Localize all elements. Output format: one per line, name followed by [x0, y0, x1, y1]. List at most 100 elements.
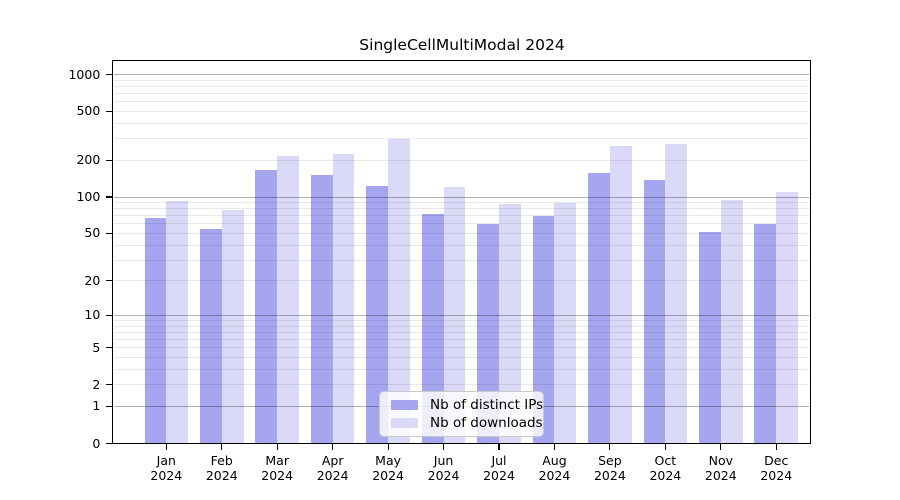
x-tick-label-month: Apr [321, 453, 344, 468]
y-axis-tick [106, 110, 113, 113]
bar-distinct-ips [754, 223, 777, 444]
gridline-minor [113, 159, 810, 161]
x-axis-tick [498, 444, 500, 450]
x-axis-tick [165, 444, 167, 450]
bar-downloads [166, 201, 189, 444]
bar-downloads [554, 203, 577, 444]
y-axis-tick [106, 314, 113, 316]
x-tick-label-year: 2024 [316, 467, 349, 483]
x-axis-tick [387, 444, 389, 450]
gridline-major [113, 314, 810, 316]
y-tick-label: 0 [92, 435, 101, 451]
x-tick-label-year: 2024 [704, 467, 737, 483]
x-tick-label-year: 2024 [649, 467, 682, 483]
gridline-minor [113, 232, 810, 234]
y-tick-label: 200 [76, 152, 101, 168]
bar-downloads [720, 200, 743, 444]
x-axis-tick [664, 444, 666, 450]
legend-item-downloads: Nb of downloads [386, 415, 543, 432]
y-tick-label: 2 [92, 376, 101, 392]
bar-distinct-ips [421, 214, 444, 444]
bar-downloads [776, 192, 799, 444]
legend-label-downloads: Nb of downloads [430, 415, 543, 432]
x-tick-label-month: May [375, 453, 402, 468]
bar-distinct-ips [144, 218, 167, 444]
gridline-minor [113, 215, 810, 217]
x-tick-label-month: Jun [433, 453, 454, 468]
x-tick-label-month: Jan [156, 453, 176, 468]
gridline-minor [113, 223, 810, 225]
bar-distinct-ips [199, 229, 222, 444]
x-tick-label-year: 2024 [150, 467, 183, 483]
y-tick-label: 500 [76, 103, 101, 119]
gridline-minor [113, 384, 810, 386]
y-tick-label: 1 [92, 398, 101, 414]
gridline-minor [113, 85, 810, 87]
x-axis-tick [276, 444, 278, 450]
bar-distinct-ips [588, 173, 610, 444]
y-axis-tick [106, 405, 113, 408]
x-tick-label-month: Nov [708, 453, 733, 468]
x-tick-label-year: 2024 [427, 467, 460, 483]
y-axis-tick [106, 442, 113, 445]
y-axis-tick [106, 232, 113, 235]
y-tick-label: 100 [76, 189, 101, 204]
gridline-minor [113, 122, 810, 124]
gridline-minor [113, 138, 810, 140]
x-axis-tick [442, 444, 445, 450]
bar-distinct-ips [477, 223, 499, 444]
x-tick-label-year: 2024 [760, 467, 793, 483]
x-tick-label-year: 2024 [593, 467, 626, 483]
legend-swatch-distinct-ips [391, 399, 418, 410]
x-axis-tick [332, 444, 334, 450]
legend-label-distinct-ips: Nb of distinct IPs [430, 396, 544, 413]
x-tick-label-month: Oct [654, 453, 677, 468]
y-tick-label: 5 [92, 339, 101, 355]
y-tick-label: 20 [84, 272, 101, 288]
gridline-minor [113, 259, 810, 261]
gridline-minor [113, 101, 810, 103]
y-axis-tick [106, 73, 113, 76]
gridline-minor [113, 202, 810, 204]
y-tick-label: 10 [84, 307, 101, 323]
gridline-minor [113, 368, 810, 370]
x-tick-label-year: 2024 [205, 467, 238, 483]
x-tick-label-month: Mar [265, 453, 289, 468]
x-axis-tick [609, 444, 611, 450]
y-axis-tick [106, 280, 113, 282]
x-axis-tick [775, 444, 777, 450]
chart-title: SingleCellMultiModal 2024 [359, 36, 565, 54]
legend-swatch-downloads [391, 418, 418, 429]
x-tick-label-month: Jul [491, 453, 507, 468]
gridline-minor [113, 93, 810, 95]
bar-downloads [332, 153, 355, 444]
bar-distinct-ips [310, 174, 333, 444]
gridline-minor [113, 320, 810, 322]
y-tick-label: 50 [84, 225, 101, 241]
chart-legend: Nb of distinct IPs Nb of downloads [379, 391, 544, 437]
x-tick-label-year: 2024 [538, 467, 571, 483]
gridline-minor [113, 280, 810, 282]
x-tick-label-month: Sep [598, 453, 622, 468]
gridline-minor [113, 325, 810, 327]
gridline-minor [113, 339, 810, 341]
x-tick-label-year: 2024 [372, 467, 404, 483]
bar-downloads [221, 210, 244, 444]
y-tick-label: 1000 [68, 66, 101, 82]
gridline-minor [113, 208, 810, 210]
x-axis-tick [553, 444, 556, 450]
y-axis-tick [106, 196, 113, 198]
x-axis-tick [221, 444, 223, 450]
x-tick-label-month: Dec [764, 453, 789, 468]
x-tick-label-year: 2024 [483, 467, 515, 483]
bar-downloads [665, 144, 688, 444]
bar-downloads [609, 146, 632, 444]
x-tick-label-month: Feb [210, 453, 233, 468]
x-tick-label-month: Aug [542, 453, 567, 468]
gridline-minor [113, 347, 810, 349]
gridline-minor [113, 357, 810, 359]
